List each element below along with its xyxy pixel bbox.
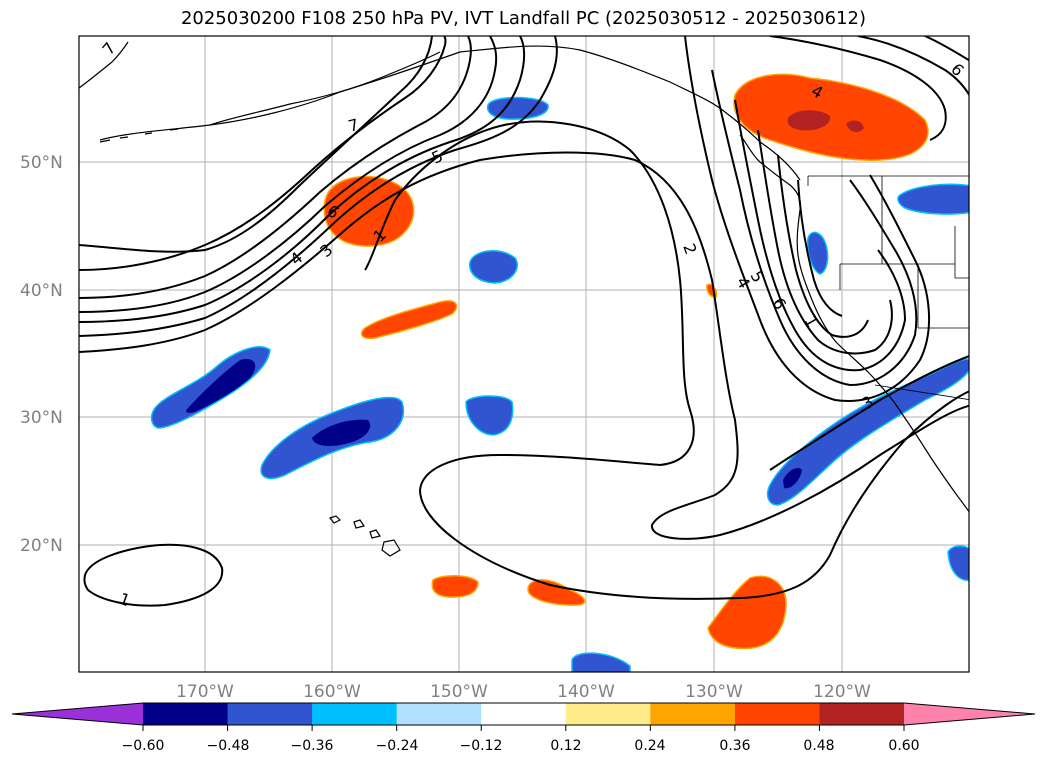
pv-positive-south-1 [431,575,479,598]
pv-strong-alaska-1 [787,110,831,131]
map-frame [78,35,970,673]
lon-label-120w: 120°W [813,682,871,702]
pv-contours [79,36,969,607]
pv-positive-south-2 [527,578,586,606]
contour-6 [79,36,472,299]
cb-tick-label: 0.60 [888,738,919,754]
colorbar-tick-labels: −0.60 −0.48 −0.36 −0.24 −0.12 0.12 0.24 … [122,738,920,754]
contour-east-5 [777,154,869,338]
colorbar-segments [143,703,905,725]
longitude-labels: 170°W 160°W 150°W 140°W 130°W 120°W [176,682,871,702]
contour-label-7-west: 7 [346,115,361,136]
colorbar-under-triangle [12,703,143,725]
colorbar-segment [819,703,905,725]
contour-3 [79,36,558,337]
colorbar-segment [227,703,313,725]
colorbar-segment [143,703,229,725]
lon-label-130w: 130°W [685,682,743,702]
contour-east-4 [757,129,893,355]
pv-strong-alaska-2 [846,120,864,133]
colorbar-over-triangle [904,703,1035,725]
contour-outer-west [79,36,433,253]
contour-5 [79,36,498,313]
latitude-labels: 50°N 40°N 30°N 20°N [20,153,63,556]
map-title: 2025030200 F108 250 hPa PV, IVT Landfall… [180,8,867,29]
pv-positive-streak [360,300,458,340]
cb-tick-label: 0.36 [719,738,750,754]
pv-negative-gulf [486,96,549,120]
contour-1-west [83,543,224,607]
contour-4 [79,36,526,323]
pv-negative-south-central [465,395,514,436]
cb-tick-label: −0.48 [207,738,250,754]
hawaii-3 [369,529,381,539]
cb-tick-label: 0.12 [550,738,581,754]
hawaii-2 [353,519,365,529]
cb-tick-label: −0.60 [122,738,165,754]
colorbar-segment [396,703,482,725]
colorbar-segment [312,703,398,725]
us-west-coast [796,209,895,403]
pv-negative-baja [947,545,969,582]
lat-label-20: 20°N [20,536,63,556]
lon-label-140w: 140°W [557,682,615,702]
contour-7 [79,36,447,271]
lat-label-50: 50°N [20,153,63,173]
colorbar-segment [565,703,651,725]
lon-label-150w: 150°W [430,682,488,702]
pv-negative-south-bottom [571,652,631,672]
contour-east-2 [711,69,918,387]
contour-east-3 [734,99,907,372]
siberia-coast [79,41,129,89]
contour-ne-2 [857,36,969,97]
lat-label-40: 40°N [20,281,63,301]
colorbar-segment [481,703,567,725]
cb-tick-label: −0.36 [291,738,334,754]
contour-2 [79,151,969,540]
lat-label-30: 30°N [20,408,63,428]
pv-positive-alaska [733,73,929,161]
pv-strong-negative-central [312,419,371,446]
contour-east-6 [797,179,843,317]
hawaii-4 [381,539,401,557]
contour-south-east [769,355,969,471]
pv-strong-negative-west [186,359,256,413]
baja-coast [893,401,969,513]
cb-tick-label: 0.48 [803,738,834,754]
lon-label-170w: 170°W [176,682,234,702]
alaska-peninsula [209,51,441,126]
contour-1-east [364,120,695,491]
colorbar: −0.60 −0.48 −0.36 −0.24 −0.12 0.12 0.24 … [11,702,1036,754]
pv-negative-california [806,231,829,275]
contour-ne-1 [769,36,947,141]
contour-east-1 [684,36,930,402]
pv-negative-pnw [897,183,969,215]
negative-anomaly-regions [150,96,969,672]
pv-strong-negative-coast [783,468,802,489]
hawaii-1 [328,515,342,524]
aleutians [99,128,179,143]
cb-tick-label: −0.12 [460,738,503,754]
colorbar-ticks [142,725,905,731]
gridlines [79,36,969,672]
lon-label-160w: 160°W [303,682,361,702]
cb-tick-label: −0.24 [376,738,419,754]
pv-negative-coast [766,358,969,506]
pv-negative-midpacific [469,250,518,284]
colorbar-segment [734,703,820,725]
colorbar-segment [650,703,736,725]
cb-tick-label: 0.24 [634,738,665,754]
